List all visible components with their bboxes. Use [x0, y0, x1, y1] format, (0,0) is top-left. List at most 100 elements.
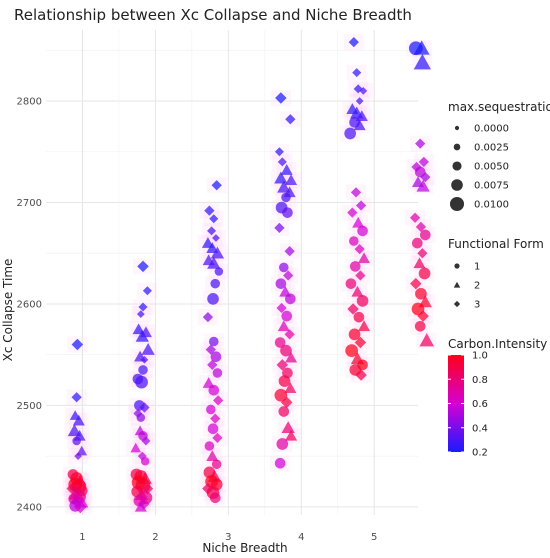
data-point-circle — [72, 436, 81, 446]
data-point-diamond — [350, 187, 362, 198]
data-point-triangle — [280, 164, 293, 175]
legend-shape-label: 1 — [474, 262, 480, 273]
data-point-circle — [353, 311, 365, 323]
data-point-circle — [285, 293, 296, 305]
data-point-triangle — [134, 500, 147, 512]
data-point-triangle — [206, 450, 219, 461]
data-point-circle — [274, 457, 286, 469]
data-point-diamond — [284, 329, 295, 340]
data-point-circle — [206, 404, 216, 415]
data-point-diamond — [212, 432, 223, 444]
data-point-diamond — [410, 277, 422, 290]
data-point-circle — [348, 328, 361, 341]
legend-size-label: 0.0075 — [474, 181, 509, 192]
data-point-circle — [274, 388, 288, 402]
data-point-triangle — [130, 442, 142, 453]
data-point-triangle — [285, 174, 298, 185]
data-point-circle — [349, 261, 361, 272]
data-point-circle — [208, 336, 219, 347]
data-point-circle — [345, 278, 357, 289]
color-bar — [448, 355, 464, 452]
data-point-diamond — [354, 244, 365, 255]
data-point-circle — [208, 384, 220, 396]
data-point-diamond — [207, 359, 218, 370]
data-point-circle — [209, 492, 221, 504]
data-point-diamond — [411, 161, 422, 173]
color-bar-tick-label: 0.6 — [472, 399, 488, 410]
data-point-diamond — [274, 222, 285, 233]
data-point-triangle — [139, 326, 152, 338]
data-point-triangle — [202, 377, 215, 388]
data-point-circle — [357, 225, 368, 237]
legend-shape-key-diamond — [453, 300, 461, 308]
data-point-circle — [276, 438, 289, 450]
data-point-diamond — [137, 260, 149, 273]
data-point-diamond — [347, 207, 358, 218]
data-point-circle — [212, 368, 223, 378]
data-point-diamond — [415, 221, 427, 232]
x-tick-label: 4 — [298, 532, 304, 543]
legend-size-label: 0.0050 — [474, 162, 509, 173]
data-point-triangle — [413, 257, 426, 269]
data-point-circle — [207, 423, 219, 435]
legend-color: Carbon.Intensity 1.0 0.8 0.6 0.4 0.2 — [448, 337, 547, 459]
axes: 2400 2500 2600 2700 2800 1 2 3 4 5 — [17, 97, 378, 543]
legend-size-key-circle — [452, 161, 462, 171]
data-point-circle — [345, 344, 358, 357]
data-point-triangle — [72, 414, 85, 426]
data-point-triangle — [279, 285, 292, 297]
data-point-triangle — [416, 179, 430, 192]
data-point-diamond — [141, 436, 151, 446]
legend-size-key-circle — [453, 143, 461, 151]
legend-size-title: max.sequestration — [448, 100, 550, 114]
data-point-circle — [419, 229, 431, 241]
data-point-circle — [210, 278, 221, 289]
data-point-triangle — [352, 216, 365, 228]
data-point-circle — [282, 207, 293, 218]
x-tick-label: 5 — [371, 532, 377, 543]
gridlines — [46, 30, 418, 515]
color-bar-tick-label: 0.4 — [472, 423, 488, 434]
data-point-triangle — [284, 382, 297, 393]
data-point-diamond — [355, 369, 367, 381]
data-point-circle — [138, 365, 148, 375]
data-point-diamond — [415, 138, 426, 149]
data-point-diamond — [280, 396, 293, 409]
color-bar-tick-label: 0.2 — [472, 448, 488, 459]
data-point-circle — [344, 127, 357, 140]
chart-title: Relationship between Xc Collapse and Nic… — [14, 6, 412, 24]
legend-color-title: Carbon.Intensity — [448, 337, 547, 351]
data-point-diamond — [355, 97, 364, 105]
data-point-circle — [356, 295, 369, 307]
data-point-circle — [281, 310, 293, 322]
data-point-diamond — [139, 402, 150, 413]
data-point-circle — [349, 236, 359, 246]
legend-size-key-circle — [449, 196, 465, 212]
data-point-circle — [274, 337, 286, 348]
data-point-diamond — [138, 302, 148, 312]
data-point-diamond — [417, 248, 428, 259]
data-point-triangle — [358, 252, 371, 264]
data-point-triangle — [285, 351, 298, 363]
legend-size: max.sequestration 0.0000 0.0025 0.0050 0.00… — [448, 100, 550, 212]
legend-size-label: 0.0000 — [474, 124, 509, 135]
legend-size-label: 0.0100 — [474, 200, 509, 211]
y-tick-label: 2500 — [17, 401, 42, 412]
data-point-diamond — [359, 86, 368, 95]
legend-shape-key-circle — [454, 263, 460, 269]
data-point-circle — [278, 406, 290, 417]
data-point-diamond — [136, 310, 145, 318]
data-point-circle — [418, 267, 431, 280]
data-point-circle — [281, 192, 291, 203]
data-point-diamond — [141, 482, 154, 495]
data-point-triangle — [285, 429, 298, 441]
x-axis-label: Niche Breadth — [202, 541, 287, 555]
data-point-circle — [211, 459, 222, 470]
data-point-triangle — [281, 421, 295, 434]
data-point-diamond — [74, 452, 82, 461]
data-point-circle — [140, 456, 150, 466]
legend-size-key-circle — [451, 179, 463, 191]
plot-background — [62, 34, 437, 515]
legend-shape-label: 2 — [474, 281, 480, 292]
